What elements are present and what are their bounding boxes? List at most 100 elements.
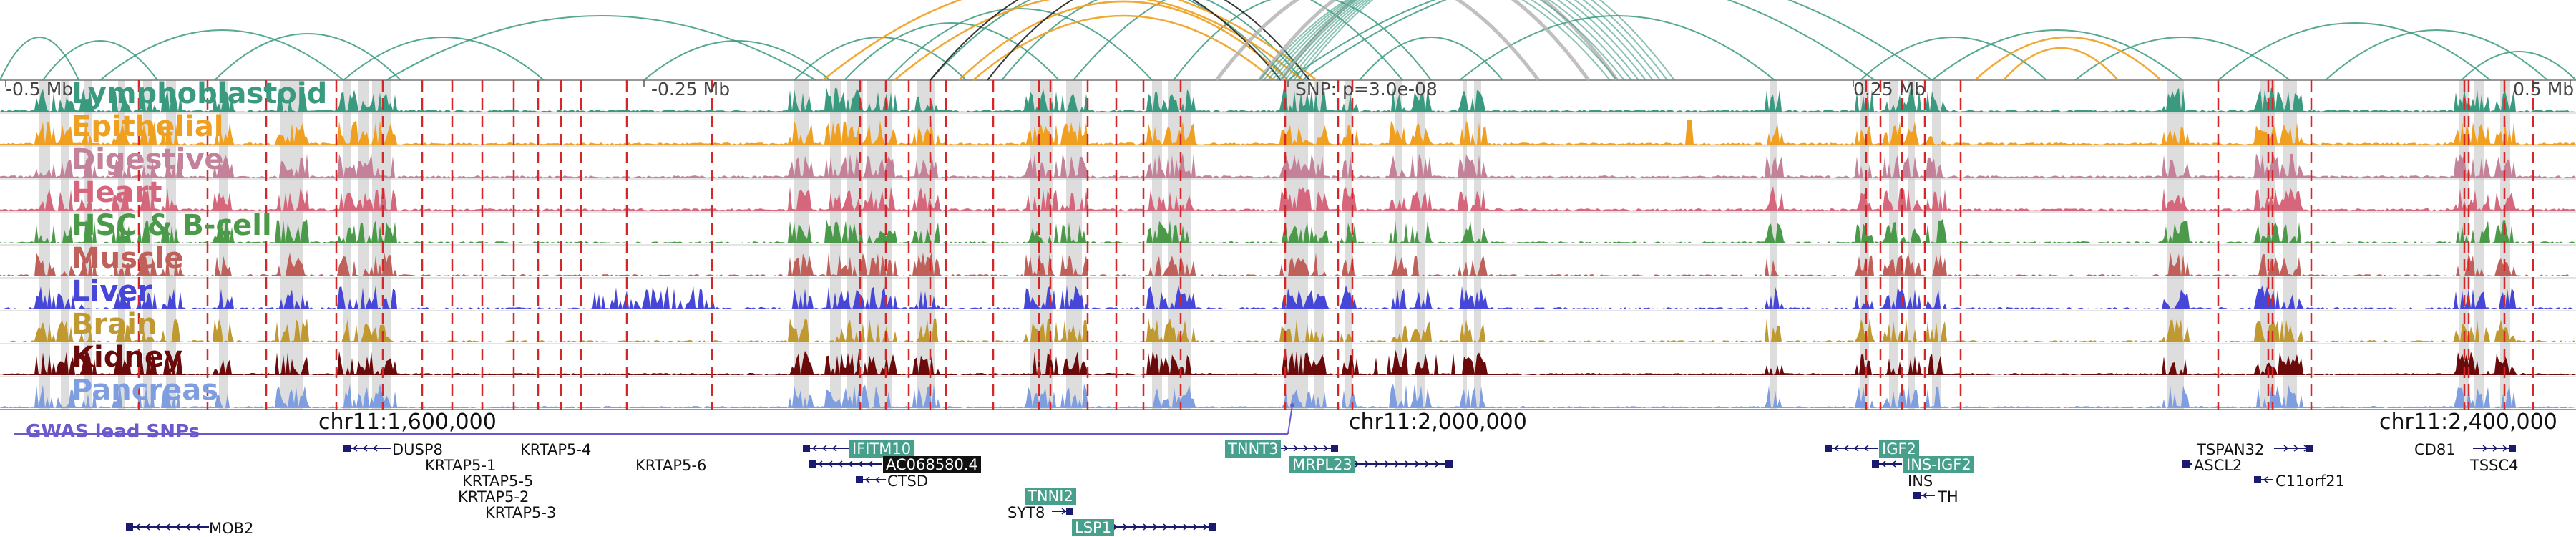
signal-area [0, 186, 2576, 211]
gene-tssc4[interactable]: TSSC4 [2470, 457, 2519, 474]
gene-strand-arrow [1833, 445, 1839, 452]
interaction-arc [2461, 51, 2576, 81]
gene-syt8[interactable]: SYT8 [1008, 504, 1045, 521]
interaction-arc [643, 40, 831, 81]
signal-area [0, 318, 2576, 342]
interaction-arc [887, 8, 1153, 81]
gene-strand-arrow [874, 476, 880, 483]
interaction-arc [1073, 0, 1403, 81]
interaction-arc [844, 22, 1060, 81]
gene-ascl2[interactable]: ASCL2 [2194, 457, 2243, 474]
gene-strand-arrow [195, 523, 200, 531]
gene-strand-arrow [2482, 445, 2488, 452]
gene-strand-arrow [847, 460, 853, 468]
track-label-epithelial: Epithelial [72, 110, 224, 143]
gene-strand-arrow [1203, 523, 1209, 531]
gene-strand-arrow [2303, 445, 2309, 452]
gene-strand-arrow [1853, 445, 1859, 452]
interaction-arc [1284, 0, 1654, 81]
interaction-arc [1287, 0, 1875, 81]
gene-igf2[interactable]: IGF2 [1879, 440, 1919, 458]
gene-strand-arrow [352, 445, 358, 452]
gene-strand-arrow [1113, 523, 1118, 531]
gene-strand-arrow [1183, 523, 1189, 531]
gene-strand-arrow [837, 460, 843, 468]
gene-ins-igf2[interactable]: INS-IGF2 [1903, 456, 1974, 473]
gene-model-lsp1 [1103, 523, 1216, 531]
signal-track-3 [0, 186, 2576, 211]
gene-krtap5-4[interactable]: KRTAP5-4 [520, 441, 592, 458]
interaction-arc [1302, 0, 1933, 81]
interaction-arc [972, 14, 1274, 81]
gene-strand-arrow [155, 523, 160, 531]
gene-krtap5-3[interactable]: KRTAP5-3 [485, 504, 557, 521]
gene-ctsd[interactable]: CTSD [887, 473, 928, 490]
gene-strand-arrow [1385, 460, 1390, 468]
signal-track-0 [0, 87, 2576, 112]
gene-tnnt3[interactable]: TNNT3 [1225, 440, 1282, 458]
gene-strand-arrow [145, 523, 150, 531]
signal-area [0, 285, 2576, 309]
gene-exon [2306, 445, 2313, 452]
gene-krtap5-6[interactable]: KRTAP5-6 [635, 457, 707, 474]
interaction-arc [987, 0, 1310, 81]
snp-label: SNP: p=3.0e-08 [1295, 79, 1438, 100]
track-label-liver: Liver [72, 275, 152, 308]
gene-exon [1913, 492, 1921, 499]
gene-strand-arrow [2263, 476, 2268, 483]
gene-ifitm10[interactable]: IFITM10 [849, 440, 914, 458]
gene-krtap5-2[interactable]: KRTAP5-2 [458, 488, 530, 505]
gene-krtap5-1[interactable]: KRTAP5-1 [425, 457, 497, 474]
gene-strand-arrow [1283, 445, 1289, 452]
signal-track-8 [0, 347, 2576, 375]
gene-strand-arrow [1395, 460, 1400, 468]
gene-model-ctsd [856, 476, 886, 483]
gene-strand-arrow [1293, 445, 1299, 452]
gene-th[interactable]: TH [1938, 488, 1958, 505]
interaction-arc [386, 15, 816, 81]
gene-tspan32[interactable]: TSPAN32 [2197, 441, 2265, 458]
gene-strand-arrow [1303, 445, 1309, 452]
gene-strand-arrow [1123, 523, 1128, 531]
interaction-arc [1276, 0, 1639, 81]
gene-exon [1872, 460, 1879, 468]
interaction-arc [1173, 0, 1432, 81]
gene-strand-arrow [817, 460, 823, 468]
gene-strand-arrow [1173, 523, 1179, 531]
signal-track-1 [0, 120, 2576, 145]
gene-cd81[interactable]: CD81 [2414, 441, 2456, 458]
gene-strand-arrow [867, 460, 873, 468]
gene-krtap5-5[interactable]: KRTAP5-5 [462, 473, 534, 490]
interaction-arc [930, 0, 1282, 81]
interaction-arc [1267, 0, 1625, 81]
gene-strand-arrow [1415, 460, 1420, 468]
signal-track-7 [0, 318, 2576, 342]
interaction-arc [0, 37, 79, 81]
track-label-brain: Brain [72, 308, 157, 341]
interaction-arc [1272, 0, 1632, 81]
gene-model-ifitm10 [803, 445, 849, 452]
signal-area [0, 120, 2576, 145]
gene-lsp1[interactable]: LSP1 [1072, 519, 1115, 536]
gene-exon [2182, 460, 2190, 468]
gene-strand-arrow [1355, 460, 1360, 468]
gene-strand-arrow [827, 460, 833, 468]
interaction-arc [1215, 0, 1540, 82]
signal-area [0, 347, 2576, 375]
gene-mob2[interactable]: MOB2 [209, 520, 254, 537]
gene-mrpl23[interactable]: MRPL23 [1289, 456, 1355, 473]
gene-c11orf21[interactable]: C11orf21 [2275, 473, 2345, 490]
gene-tnni2[interactable]: TNNI2 [1025, 488, 1076, 505]
gene-dusp8[interactable]: DUSP8 [392, 441, 443, 458]
track-label-muscle: Muscle [72, 242, 184, 275]
gene-exon [1331, 445, 1338, 452]
interaction-arc [214, 33, 401, 81]
gene-strand-arrow [831, 445, 837, 452]
gene-strand-arrow [1365, 460, 1370, 468]
gwas-snp-point [1290, 403, 1294, 407]
interaction-arc [794, 37, 967, 81]
gene-ac068580-4[interactable]: AC068580.4 [883, 456, 981, 473]
gene-strand-arrow [811, 445, 817, 452]
gene-strand-arrow [135, 523, 140, 531]
gene-ins[interactable]: INS [1908, 473, 1933, 490]
